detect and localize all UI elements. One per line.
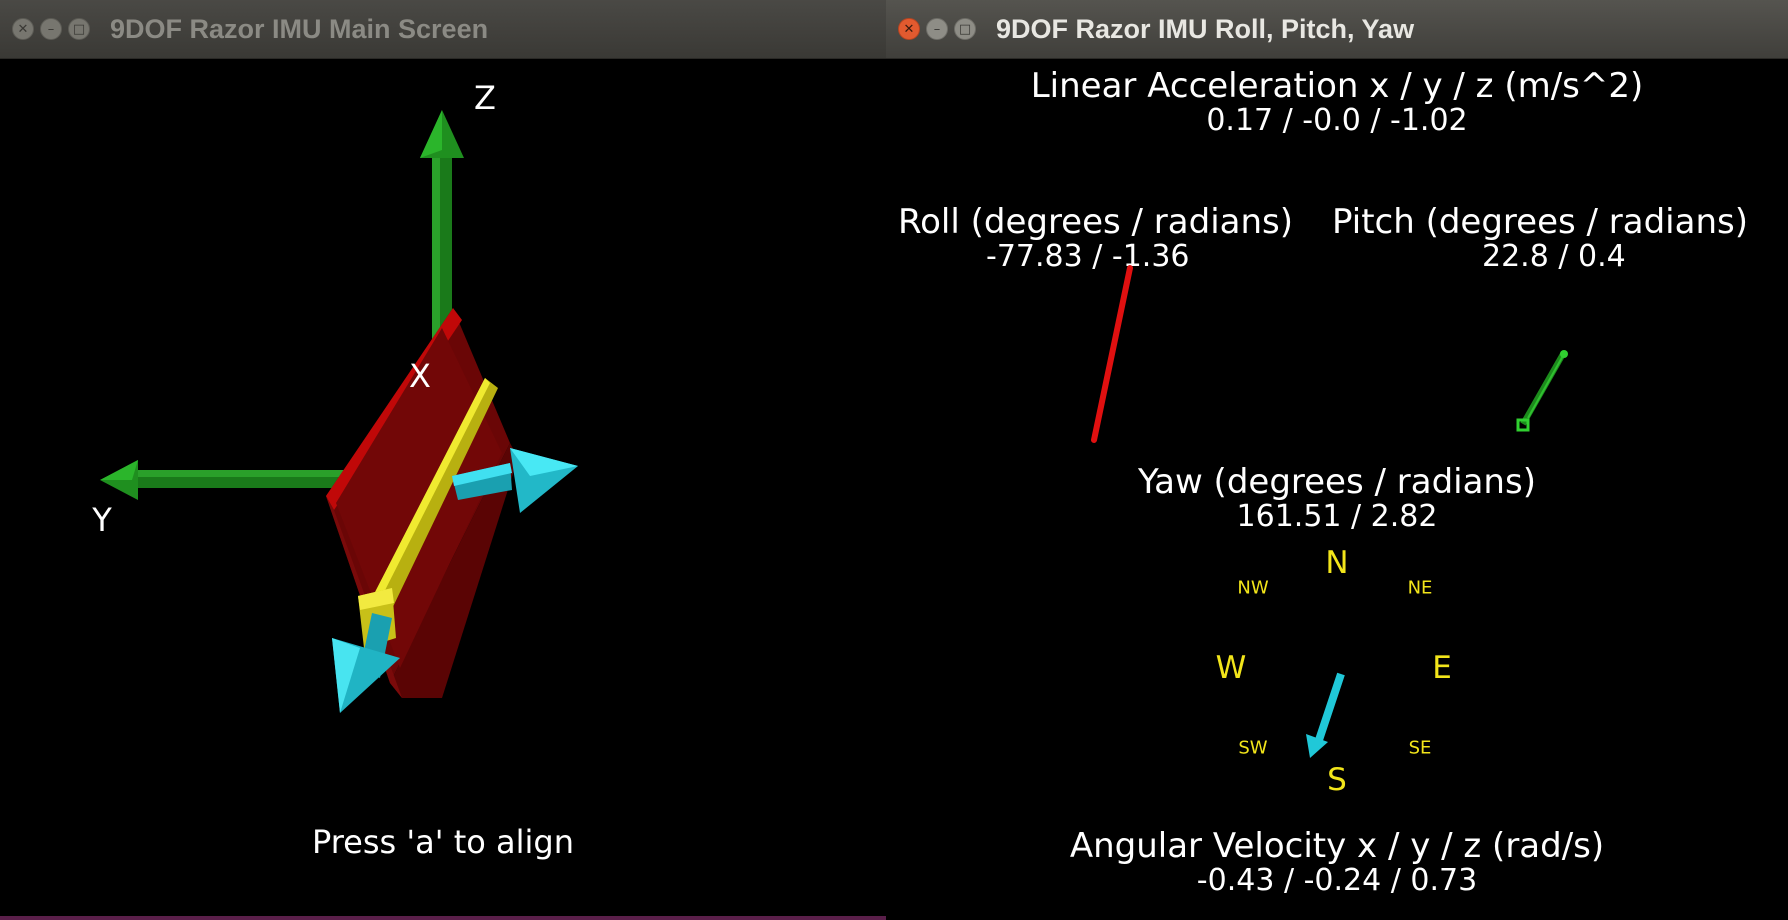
window-title: 9DOF Razor IMU Roll, Pitch, Yaw <box>996 13 1415 44</box>
rpy-canvas: Linear Acceleration x / y / z (m/s^2) 0.… <box>886 58 1788 920</box>
3d-viewport[interactable]: Z X Y Press 'a' to align <box>0 58 886 916</box>
close-icon[interactable]: ✕ <box>12 18 34 40</box>
angular-velocity-value: -0.43 / -0.24 / 0.73 <box>1196 863 1478 898</box>
yaw-arrow <box>1306 672 1345 758</box>
imu-board-edge <box>358 378 498 648</box>
rpy-window-titlebar[interactable]: ✕ – □ 9DOF Razor IMU Roll, Pitch, Yaw <box>886 0 1788 59</box>
compass-s: S <box>1327 762 1347 798</box>
compass-e: E <box>1432 650 1452 686</box>
pitch-label: Pitch (degrees / radians) <box>1332 202 1748 242</box>
pitch-value: 22.8 / 0.4 <box>1482 239 1626 274</box>
3d-scene <box>100 110 578 713</box>
window-title: 9DOF Razor IMU Main Screen <box>110 13 489 44</box>
compass-ne: NE <box>1407 577 1433 599</box>
rpy-indicators <box>1091 265 1568 758</box>
compass-w: W <box>1215 650 1247 686</box>
maximize-icon[interactable]: □ <box>68 18 90 40</box>
pitch-indicator <box>1516 350 1568 432</box>
maximize-icon[interactable]: □ <box>954 18 976 40</box>
linear-accel-value: 0.17 / -0.0 / -1.02 <box>1206 103 1468 138</box>
window-controls: ✕ – □ <box>12 18 90 40</box>
x-direction-arrow-down <box>332 613 400 713</box>
minimize-icon[interactable]: – <box>926 18 948 40</box>
compass-n: N <box>1325 545 1349 581</box>
roll-indicator <box>1091 265 1133 443</box>
roll-label: Roll (degrees / radians) <box>898 202 1294 242</box>
y-axis-label: Y <box>92 501 112 539</box>
minimize-icon[interactable]: – <box>40 18 62 40</box>
angular-velocity-label: Angular Velocity x / y / z (rad/s) <box>1069 826 1605 866</box>
main-window-titlebar[interactable]: ✕ – □ 9DOF Razor IMU Main Screen <box>0 0 886 59</box>
yaw-value: 161.51 / 2.82 <box>1236 499 1438 534</box>
roll-value: -77.83 / -1.36 <box>986 239 1190 274</box>
compass-sw: SW <box>1238 737 1268 759</box>
yaw-label: Yaw (degrees / radians) <box>1138 462 1536 502</box>
rpy-window: ✕ – □ 9DOF Razor IMU Roll, Pitch, Yaw Li… <box>886 0 1788 920</box>
linear-accel-label: Linear Acceleration x / y / z (m/s^2) <box>1030 66 1644 106</box>
window-controls: ✕ – □ <box>898 18 976 40</box>
compass-nw: NW <box>1237 577 1269 599</box>
align-hint: Press 'a' to align <box>311 823 575 861</box>
close-icon[interactable]: ✕ <box>898 18 920 40</box>
x-axis-label: X <box>409 357 431 395</box>
x-direction-arrow-right <box>452 448 578 513</box>
main-screen-window: ✕ – □ 9DOF Razor IMU Main Screen <box>0 0 886 920</box>
compass-se: SE <box>1408 737 1432 759</box>
z-axis-label: Z <box>474 79 496 117</box>
